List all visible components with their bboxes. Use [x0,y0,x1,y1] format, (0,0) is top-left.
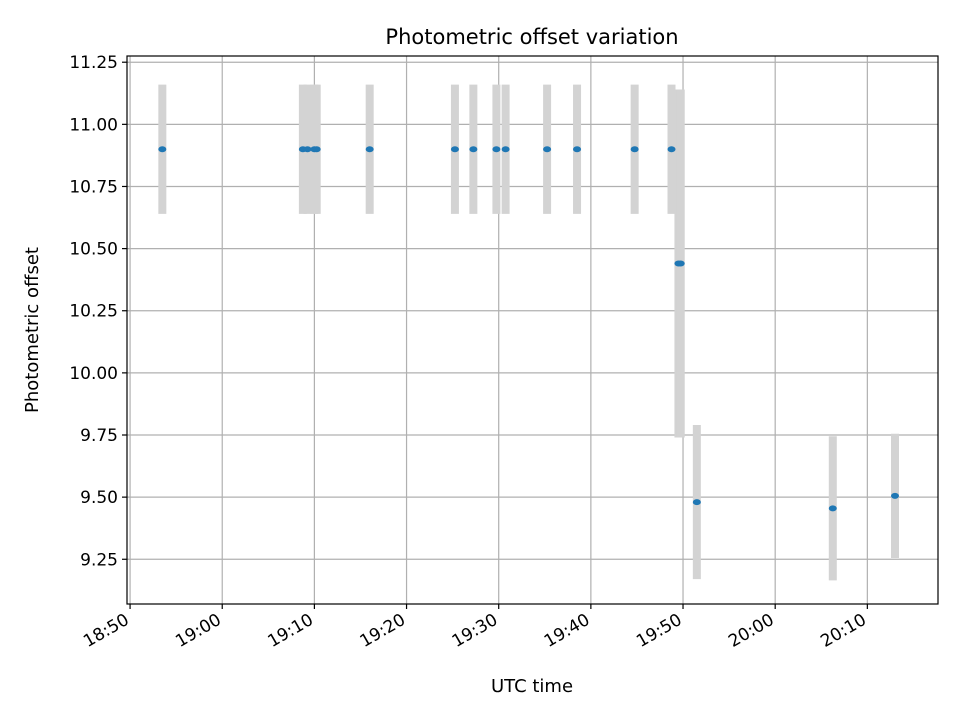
y-tick-label: 9.75 [80,426,118,446]
data-point [667,146,676,153]
data-point [469,146,478,153]
y-axis-ticks: 9.25 9.50 9.75 10.00 10.25 10.50 10.75 11.00 11.… [69,53,127,570]
x-axis-label: UTC time [491,676,573,697]
data-point [630,146,639,153]
data-point [312,146,321,153]
data-point [692,499,701,506]
y-tick-label: 10.75 [69,177,118,197]
y-axis-label: Photometric offset [22,247,43,413]
data-point [450,146,459,153]
y-tick-label: 11.00 [69,115,118,135]
grid [127,56,938,604]
data-point [365,146,374,153]
data-point [890,492,899,499]
data-point [676,260,685,267]
data-point [828,505,837,512]
data-point [158,146,167,153]
data-point [543,146,552,153]
data-point [573,146,582,153]
y-tick-label: 11.25 [69,53,118,73]
data-point [501,146,510,153]
y-tick-label: 10.00 [69,364,118,384]
plot-frame [126,55,939,605]
y-tick-label: 9.25 [80,550,118,570]
data-point [492,146,501,153]
chart-title: Photometric offset variation [385,25,678,49]
data-markers [158,146,899,512]
data-point [303,146,312,153]
y-tick-label: 10.25 [69,302,118,322]
y-tick-label: 9.50 [80,488,118,508]
y-tick-label: 10.50 [69,240,118,260]
